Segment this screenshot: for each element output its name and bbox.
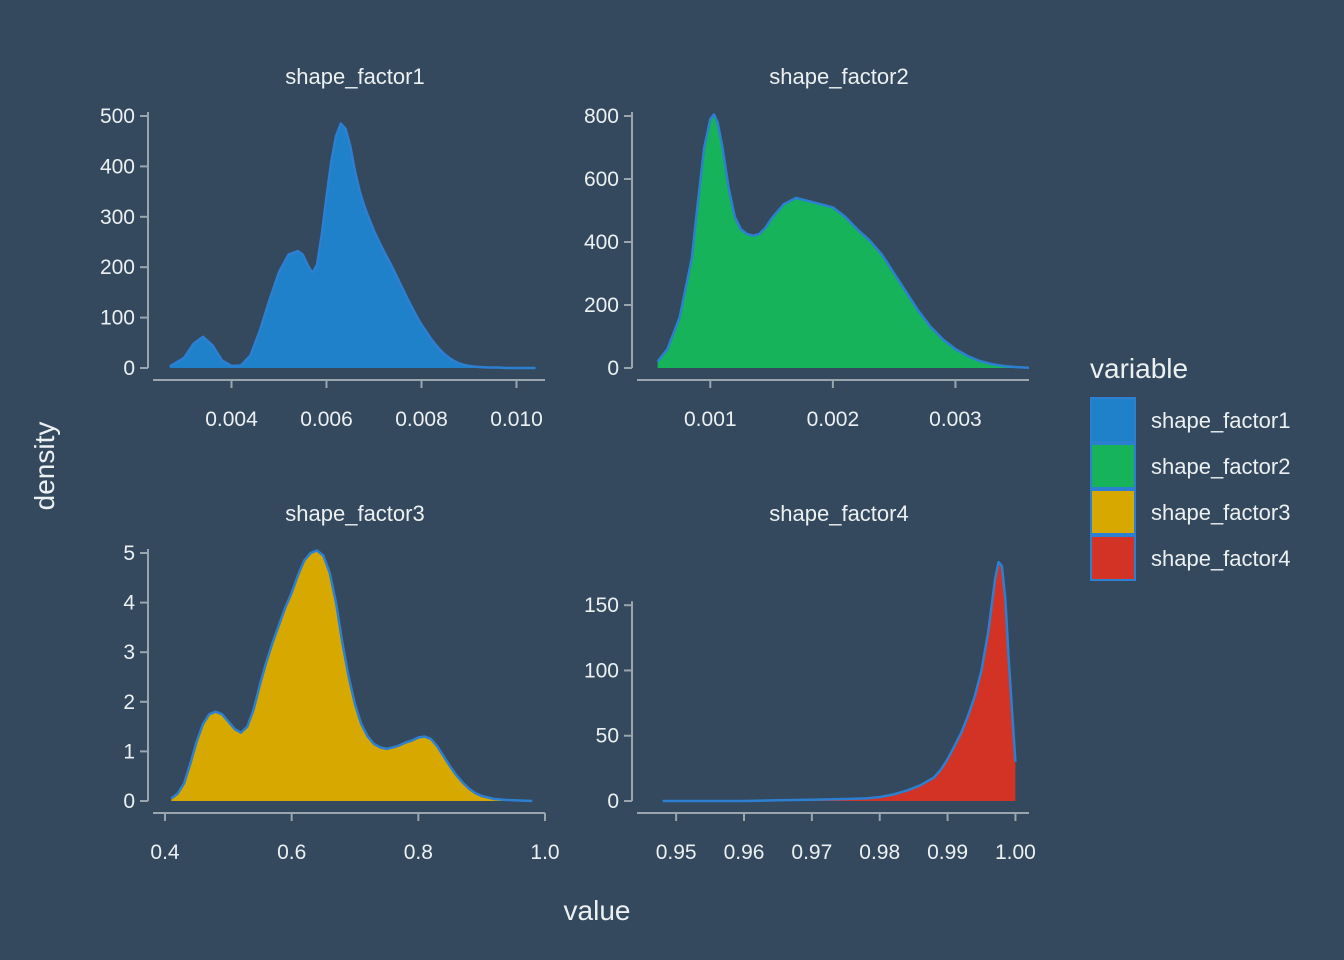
x-tick-label: 0.006 (300, 408, 353, 431)
x-tick-label: 0.004 (205, 408, 258, 431)
legend-label: shape_factor2 (1151, 454, 1290, 479)
y-tick-label: 200 (584, 294, 619, 317)
y-tick-label: 0 (607, 790, 619, 813)
legend-item: shape_factor3 (1090, 489, 1290, 535)
y-tick-label: 150 (584, 594, 619, 617)
panel-4: shape_factor4 0 50 100 150 0.95 0.96 0.97 0.98 0.… (584, 501, 1036, 864)
y-tick-label: 4 (123, 592, 135, 615)
x-tick-label: 0.96 (724, 841, 765, 864)
density-line (170, 549, 533, 803)
legend-label: shape_factor4 (1151, 546, 1290, 571)
y-tick-label: 600 (584, 168, 619, 191)
x-axis-title: value (564, 895, 631, 926)
x-tick-label: 1.0 (530, 841, 559, 864)
x-tick-label: 0.010 (490, 408, 543, 431)
legend-key (1090, 535, 1136, 581)
legend-key (1090, 397, 1136, 443)
y-tick-label: 5 (123, 542, 135, 565)
legend-key (1090, 443, 1136, 489)
x-tick-label: 0.008 (395, 408, 448, 431)
x-tick-label: 0.97 (791, 841, 832, 864)
legend-item: shape_factor4 (1090, 535, 1290, 581)
y-tick-label: 1 (123, 740, 135, 763)
panel-2: shape_factor2 0 200 400 600 800 0.001 0.002 0.00… (584, 64, 1030, 431)
x-tick-label: 0.002 (807, 408, 860, 431)
x-tick-label: 0.003 (929, 408, 982, 431)
density-line (169, 122, 536, 370)
legend-key (1090, 489, 1136, 535)
legend-title: variable (1090, 353, 1188, 384)
x-tick-label: 0.4 (150, 841, 180, 864)
y-tick-label: 50 (596, 725, 619, 748)
y-tick-label: 0 (607, 357, 619, 380)
y-tick-label: 500 (100, 105, 135, 128)
x-tick-label: 1.00 (995, 841, 1036, 864)
y-tick-label: 100 (100, 307, 135, 330)
x-tick-label: 0.95 (656, 841, 697, 864)
y-axis-title: density (29, 422, 60, 511)
y-tick-label: 2 (123, 691, 135, 714)
legend-label: shape_factor3 (1151, 500, 1290, 525)
density-area (662, 562, 1016, 801)
y-tick-label: 400 (100, 155, 135, 178)
y-tick-label: 400 (584, 231, 619, 254)
legend: variable shape_factor1shape_factor2shape… (1090, 353, 1290, 581)
y-tick-label: 100 (584, 659, 619, 682)
y-tick-label: 0 (123, 357, 135, 380)
y-tick-label: 800 (584, 105, 619, 128)
panel-1: shape_factor1 0 100 200 300 400 500 0.004 0.006 0… (100, 64, 545, 431)
legend-item: shape_factor2 (1090, 443, 1290, 489)
x-tick-label: 0.6 (277, 841, 306, 864)
x-tick-label: 0.98 (859, 841, 900, 864)
density-line (656, 113, 1030, 369)
legend-item: shape_factor1 (1090, 397, 1290, 443)
y-tick-label: 200 (100, 256, 135, 279)
panel-title: shape_factor3 (285, 501, 424, 526)
density-line (662, 560, 1017, 803)
legend-keys: shape_factor1 shape_factor2 shape_factor3s… (1090, 397, 1290, 581)
x-tick-label: 0.99 (927, 841, 968, 864)
density-area (171, 550, 533, 801)
panel-title: shape_factor4 (769, 501, 908, 526)
x-tick-label: 0.001 (684, 408, 737, 431)
density-area (657, 114, 1029, 369)
y-tick-label: 0 (123, 790, 135, 813)
panel-title: shape_factor2 (769, 64, 908, 89)
density-area (169, 123, 536, 368)
panel-3: shape_factor3 0 1 2 3 4 5 0.4 0.6 0.8 1.0 (123, 501, 559, 864)
legend-label: shape_factor1 (1151, 408, 1290, 433)
x-tick-label: 0.8 (404, 841, 433, 864)
panel-title: shape_factor1 (285, 64, 424, 89)
y-tick-label: 300 (100, 206, 135, 229)
y-tick-label: 3 (123, 641, 135, 664)
